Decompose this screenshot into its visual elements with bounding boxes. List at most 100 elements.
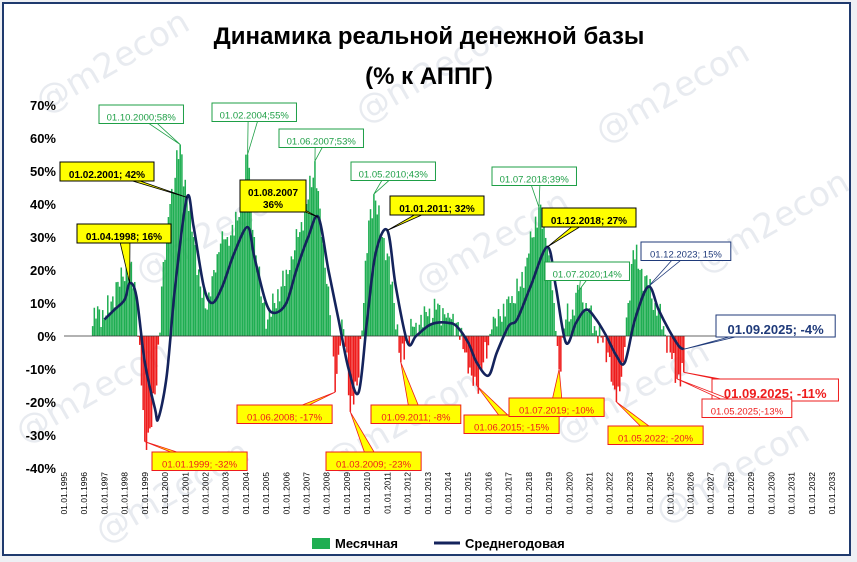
y-tick-label: 40% bbox=[30, 197, 56, 212]
annotation-box bbox=[151, 451, 248, 471]
annotation-callout: 01.09.2025; -11% bbox=[683, 371, 839, 402]
annotation-text: 01.06.2007;53% bbox=[287, 137, 357, 148]
annotation-text: 01.07.2020;14% bbox=[553, 270, 623, 281]
bar-monthly bbox=[184, 179, 187, 336]
bar-monthly bbox=[560, 336, 562, 372]
bar-monthly bbox=[448, 317, 451, 336]
bar-monthly bbox=[307, 199, 309, 336]
annotation-callout: 01.07.2020;14% bbox=[544, 261, 630, 292]
bar-monthly bbox=[123, 281, 126, 336]
bar-monthly bbox=[332, 336, 335, 357]
bar-monthly bbox=[485, 336, 488, 359]
bar-monthly bbox=[113, 307, 116, 336]
bar-monthly bbox=[127, 276, 129, 336]
x-tick-label: 01.01.2030 bbox=[766, 472, 776, 515]
bar-monthly bbox=[410, 318, 412, 336]
bar-monthly bbox=[209, 296, 212, 336]
bar-monthly bbox=[590, 305, 592, 336]
bar-monthly bbox=[300, 222, 303, 336]
bar-monthly bbox=[607, 336, 609, 353]
bar-monthly bbox=[299, 232, 301, 336]
x-tick-label: 01.01.2021 bbox=[584, 472, 594, 515]
annotation-box bbox=[236, 404, 333, 424]
bar-monthly bbox=[245, 154, 247, 336]
annotation-box bbox=[715, 314, 836, 338]
annotation-text: 01.01.2011; 32% bbox=[399, 204, 475, 215]
bar-monthly bbox=[379, 234, 382, 336]
bar-monthly bbox=[278, 301, 281, 336]
x-tick-label: 01.01.2020 bbox=[564, 472, 574, 515]
annotation-box bbox=[541, 207, 637, 228]
bar-monthly bbox=[310, 187, 313, 336]
bar-monthly bbox=[334, 336, 336, 393]
bar-monthly bbox=[492, 316, 495, 336]
bar-monthly bbox=[576, 284, 579, 336]
bar-monthly bbox=[93, 307, 96, 336]
annotation-text: 01.09.2011; -8% bbox=[381, 413, 451, 424]
bar-monthly bbox=[509, 303, 512, 336]
x-tick-label: 01.01.2019 bbox=[544, 472, 554, 515]
bar-monthly bbox=[669, 336, 672, 353]
annotation-text: 01.02.2004;55% bbox=[220, 111, 290, 122]
x-tick-label: 01.01.2007 bbox=[302, 472, 312, 515]
chart-title-line1: Динамика реальной денежной базы bbox=[214, 23, 645, 50]
annotation-box bbox=[389, 195, 485, 216]
x-axis: 01.01.1995 01.01.1996 01.01.1997 01.01.1998… bbox=[59, 472, 837, 515]
bar-monthly bbox=[629, 300, 631, 336]
bar-monthly bbox=[580, 285, 582, 336]
bar-monthly bbox=[538, 207, 540, 336]
bar-monthly bbox=[592, 333, 594, 336]
bar-monthly bbox=[132, 288, 134, 336]
bar-monthly bbox=[605, 336, 608, 363]
bar-monthly bbox=[581, 302, 584, 336]
bar-monthly bbox=[642, 290, 645, 336]
bar-monthly bbox=[433, 298, 436, 336]
x-tick-label: 01.01.2003 bbox=[221, 472, 231, 515]
bar-monthly bbox=[588, 308, 591, 336]
annotation-text: 01.05.2025;-13% bbox=[711, 407, 784, 418]
annotation-callout: 01.07.2018;39% bbox=[491, 166, 577, 208]
annotation-callout: 01.01.1999; -32% bbox=[144, 441, 248, 471]
bar-monthly bbox=[531, 237, 533, 336]
x-tick-label: 01.01.1998 bbox=[120, 472, 130, 515]
bar-monthly bbox=[320, 237, 323, 336]
bar-monthly bbox=[204, 308, 207, 336]
annotation-text: 01.09.2025; -11% bbox=[724, 386, 827, 401]
bar-monthly bbox=[568, 321, 571, 336]
bar-monthly bbox=[103, 319, 106, 336]
bar-monthly bbox=[676, 336, 678, 379]
annotation-box bbox=[98, 104, 184, 124]
bar-monthly bbox=[165, 225, 168, 336]
bar-monthly bbox=[203, 287, 205, 336]
bar-monthly bbox=[273, 303, 276, 336]
bar-monthly bbox=[378, 205, 380, 336]
bar-monthly bbox=[536, 227, 539, 336]
bar-monthly bbox=[312, 177, 315, 336]
bar-monthly bbox=[516, 278, 518, 336]
annotation-box bbox=[607, 425, 704, 445]
annotation-text: 01.08.2007 bbox=[248, 188, 298, 199]
bar-monthly bbox=[282, 270, 284, 336]
bar-monthly bbox=[336, 336, 338, 374]
x-tick-label: 01.01.2033 bbox=[827, 472, 837, 515]
bar-monthly bbox=[497, 309, 500, 336]
bar-monthly bbox=[346, 336, 348, 353]
bar-monthly bbox=[223, 239, 225, 336]
bar-monthly bbox=[287, 274, 289, 336]
bar-monthly bbox=[208, 292, 210, 336]
y-tick-label: -30% bbox=[26, 428, 57, 443]
bar-monthly bbox=[100, 326, 102, 336]
x-tick-label: 01.01.2004 bbox=[241, 472, 251, 515]
annotation-callout: 01.12.2023; 15% bbox=[640, 241, 732, 287]
x-tick-label: 01.01.2015 bbox=[463, 472, 473, 515]
bar-monthly bbox=[314, 161, 316, 336]
bar-monthly bbox=[657, 309, 660, 336]
bar-monthly bbox=[139, 336, 141, 345]
bar-monthly bbox=[248, 167, 251, 336]
annotation-box bbox=[370, 404, 462, 424]
bar-monthly bbox=[154, 336, 156, 395]
bar-monthly bbox=[374, 200, 377, 336]
bar-monthly bbox=[240, 191, 242, 336]
y-tick-label: 10% bbox=[30, 296, 56, 311]
bar-monthly bbox=[403, 336, 405, 360]
